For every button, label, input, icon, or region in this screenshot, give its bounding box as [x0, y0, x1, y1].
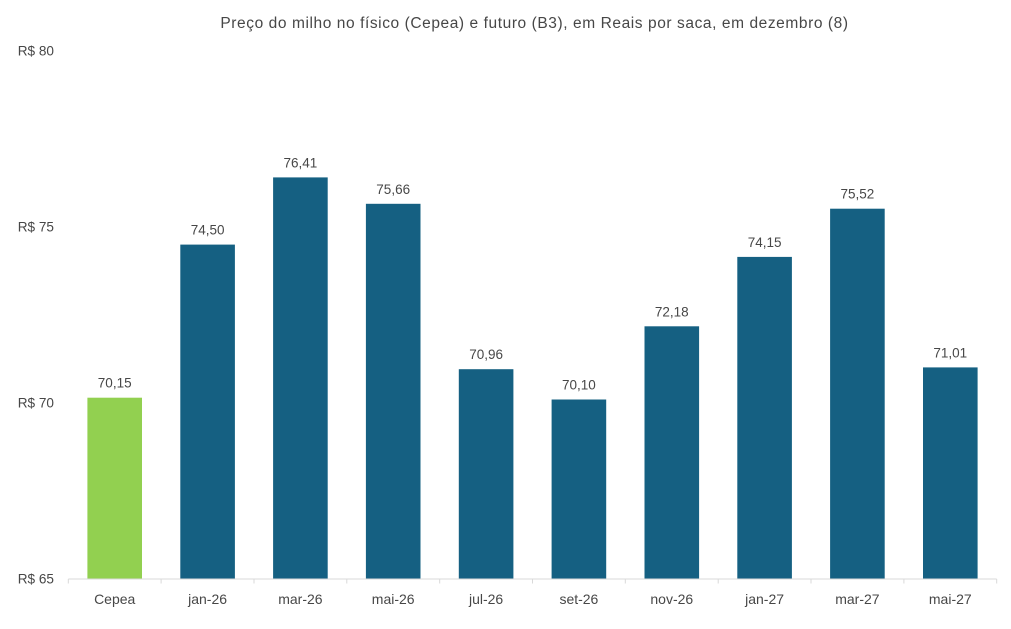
svg-text:R$ 80: R$ 80 — [18, 44, 55, 59]
svg-text:75,66: 75,66 — [376, 182, 410, 197]
svg-text:74,50: 74,50 — [191, 223, 225, 238]
svg-text:74,15: 74,15 — [748, 235, 782, 250]
svg-text:mar-27: mar-27 — [835, 591, 880, 607]
svg-text:mar-26: mar-26 — [278, 591, 323, 607]
svg-text:jan-26: jan-26 — [187, 591, 227, 607]
svg-text:72,18: 72,18 — [655, 304, 689, 319]
svg-text:R$ 65: R$ 65 — [18, 572, 54, 587]
svg-text:75,52: 75,52 — [841, 187, 875, 202]
svg-text:70,15: 70,15 — [98, 376, 132, 391]
svg-text:mai-26: mai-26 — [372, 591, 415, 607]
svg-text:Preço do milho no físico (Cepe: Preço do milho no físico (Cepea) e futur… — [220, 15, 848, 32]
svg-text:nov-26: nov-26 — [650, 591, 693, 607]
svg-text:Cepea: Cepea — [94, 591, 135, 607]
svg-text:70,96: 70,96 — [469, 347, 503, 362]
svg-text:mai-27: mai-27 — [929, 591, 972, 607]
svg-text:R$ 70: R$ 70 — [18, 396, 55, 411]
svg-text:R$ 75: R$ 75 — [18, 220, 54, 235]
svg-text:71,01: 71,01 — [933, 345, 967, 360]
svg-text:jul-26: jul-26 — [468, 591, 503, 607]
svg-text:jan-27: jan-27 — [744, 591, 784, 607]
svg-text:70,10: 70,10 — [562, 378, 596, 393]
svg-text:76,41: 76,41 — [284, 155, 318, 170]
svg-text:set-26: set-26 — [559, 591, 598, 607]
